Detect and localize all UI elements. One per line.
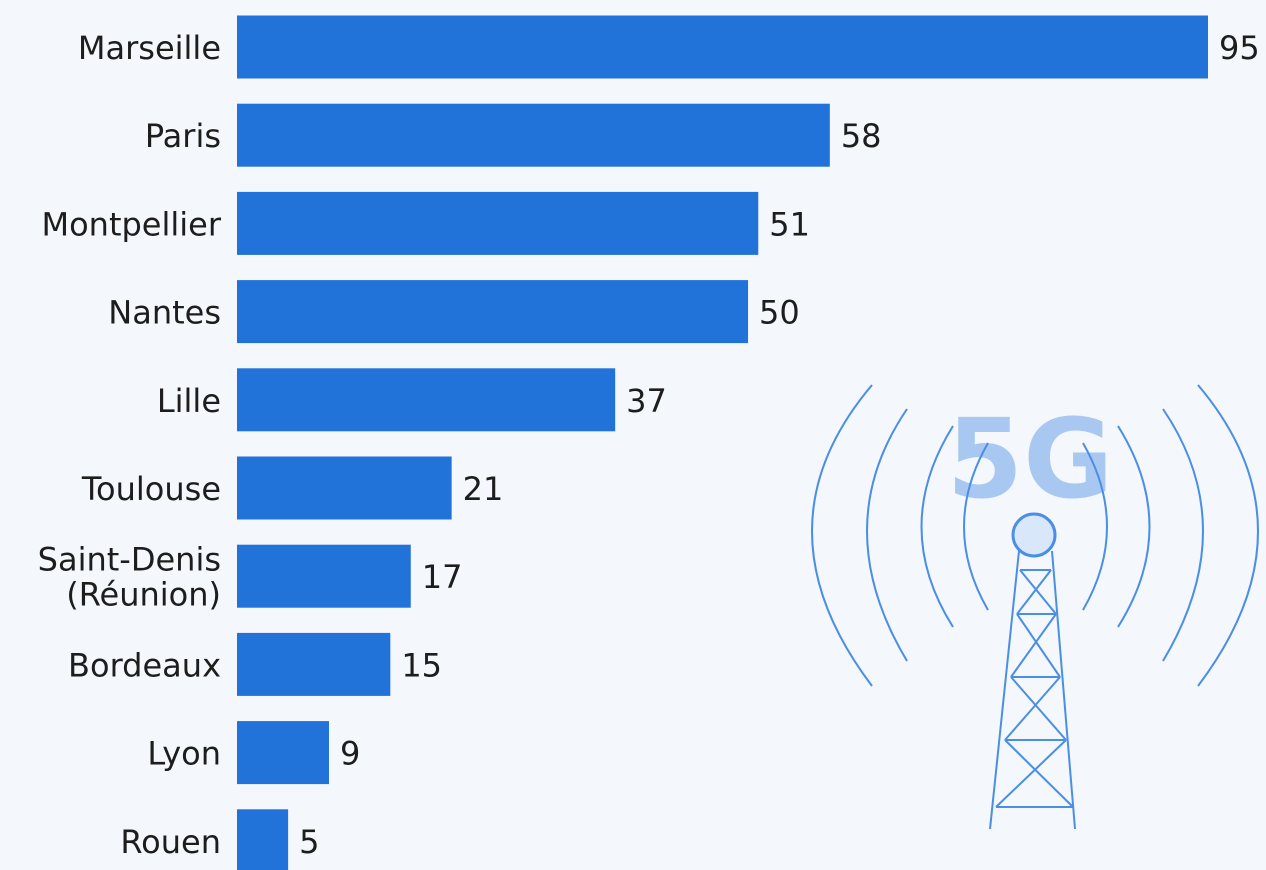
category-label: Lille <box>157 382 221 420</box>
category-label: Paris <box>145 117 221 155</box>
category-label: Marseille <box>78 29 221 67</box>
value-label: 37 <box>626 382 667 420</box>
bar <box>237 368 616 432</box>
bar-row: 17 Saint-Denis(Réunion) <box>38 541 463 614</box>
category-label: Saint-Denis <box>38 541 221 579</box>
category-label: Rouen <box>120 823 221 861</box>
value-label: 15 <box>401 646 442 684</box>
5g-icon-text: 5G <box>947 395 1114 523</box>
bar-row: 5 Rouen <box>120 809 319 870</box>
signal-wave-left-3-icon <box>866 408 908 662</box>
value-label: 17 <box>422 558 463 596</box>
signal-wave-right-3-icon <box>1162 408 1204 662</box>
antenna-bulb-icon <box>1011 512 1057 558</box>
signal-wave-left-4-icon <box>811 384 873 687</box>
bar <box>237 456 452 520</box>
bar <box>237 544 411 608</box>
bar-row: 21 Toulouse <box>81 456 504 520</box>
bar <box>237 809 289 870</box>
category-label: Lyon <box>147 735 221 773</box>
value-label: 95 <box>1219 29 1260 67</box>
bar-row: 50 Nantes <box>108 280 800 344</box>
value-label: 50 <box>759 294 800 332</box>
category-label: Nantes <box>108 294 221 332</box>
bar-row: 15 Bordeaux <box>68 632 442 696</box>
signal-wave-left-2-icon <box>920 425 954 628</box>
bar <box>237 632 391 696</box>
signal-wave-right-1-icon <box>1082 442 1108 611</box>
bar-row: 37 Lille <box>157 368 667 432</box>
value-label: 5 <box>299 823 319 861</box>
bar <box>237 280 749 344</box>
value-label: 9 <box>340 735 360 773</box>
signal-wave-right-4-icon <box>1197 384 1259 687</box>
category-label: Bordeaux <box>68 646 221 684</box>
bars-layer: 95Marseille58Paris51Montpellier50Nantes3… <box>38 15 1260 870</box>
bar-row: 95 Marseille <box>78 15 1260 79</box>
bar-row: 51 Montpellier <box>41 191 810 255</box>
5g-antenna-tower-icon: 5G <box>811 384 1259 830</box>
bar <box>237 191 759 255</box>
bar <box>237 15 1208 79</box>
category-label: Montpellier <box>41 205 221 243</box>
category-label: Toulouse <box>81 470 221 508</box>
bar <box>237 721 329 785</box>
value-label: 21 <box>463 470 504 508</box>
signal-wave-right-2-icon <box>1117 425 1151 628</box>
bar-row: 9 Lyon <box>147 721 360 785</box>
value-label: 51 <box>769 205 810 243</box>
signal-wave-left-1-icon <box>963 442 989 611</box>
category-label: (Réunion) <box>66 576 221 614</box>
bar <box>237 103 830 167</box>
value-label: 58 <box>841 117 882 155</box>
tower-icon <box>989 550 1076 830</box>
bar-row: 58 Paris <box>145 103 882 167</box>
